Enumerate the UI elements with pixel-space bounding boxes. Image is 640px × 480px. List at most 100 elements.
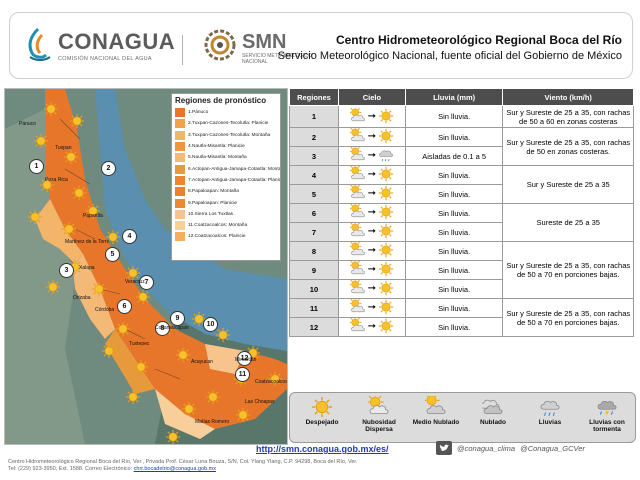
drizzle-icon <box>378 147 394 165</box>
wind-cell: Sur y Sureste de 25 a 35, con rachas de … <box>502 105 634 128</box>
region-cell: 7 <box>289 222 339 242</box>
legend-label: 2.Tuxpan-Cazones-Tecolutla: Planicie <box>188 121 269 127</box>
twitter-handle-clima[interactable]: @conagua_clima <box>457 443 516 453</box>
header-card: CONAGUA COMISIÓN NACIONAL DEL AGUA SMN S… <box>9 12 633 79</box>
region-marker[interactable]: 3 <box>59 263 74 278</box>
rain-icon <box>522 396 578 418</box>
forecast-table-body: 1 ➞ Sin lluvia. Sur y Sureste de 25 a 35, … <box>289 105 634 337</box>
table-row: 2 ➞ Sin lluvia. Sur y Sureste de 25 a 35, … <box>289 126 634 166</box>
legend-swatch <box>175 198 185 208</box>
page-subtitle: Servicio Meteorológico Nacional, fuente … <box>277 50 622 62</box>
page-title: Centro Hidrometeorológico Regional Boca … <box>335 33 622 47</box>
region-cell: 10 <box>289 279 339 299</box>
sky-cell: ➞ <box>337 105 406 128</box>
region-marker[interactable]: 2 <box>101 161 116 176</box>
region-cell: 9 <box>289 260 339 280</box>
sun-icon <box>115 321 131 337</box>
region-marker[interactable]: 10 <box>203 317 218 332</box>
region-marker[interactable]: 6 <box>117 299 132 314</box>
sky-cell: ➞ <box>337 126 406 147</box>
region-marker[interactable]: 1 <box>29 159 44 174</box>
legend-label: 6.Actopan-Antigua-Jamapa-Cotaxtla: Monta… <box>188 166 280 172</box>
region-cell: 8 <box>289 241 339 261</box>
legend-label: 7.Actopan-Antigua-Jamapa-Cotaxtla: Plani… <box>188 177 280 183</box>
region-marker[interactable]: 11 <box>235 367 250 382</box>
sky-legend-label: Medio Nublado <box>412 419 460 426</box>
forecast-map[interactable]: Regiones de pronóstico 1.Pánuco 2.Tuxpan-… <box>4 88 288 445</box>
place-label: Matías Romero <box>195 419 230 425</box>
table-row: 11 ➞ Sin lluvia. Sur y Sureste de 25 a 35,… <box>289 297 634 337</box>
region-cell: 2 <box>289 127 339 147</box>
arrow-icon: ➞ <box>367 150 377 161</box>
sky-legend-label: Despejado <box>305 419 339 426</box>
region-marker[interactable]: 9 <box>170 311 185 326</box>
sunny-icon <box>378 128 394 146</box>
rain-cell: Sin lluvia. <box>404 260 504 280</box>
sun-icon <box>101 343 117 359</box>
conagua-subtitle: COMISIÓN NACIONAL DEL AGUA <box>58 56 152 62</box>
table-row: 4 ➞ Sin lluvia. Sur y Sureste de 25 a 35 <box>289 164 634 204</box>
smn-logo[interactable]: SMN SERVICIO METEOROLÓGICO NACIONAL <box>202 27 312 71</box>
sun-icon <box>181 401 197 417</box>
smn-name: SMN <box>242 31 287 53</box>
place-label: Pánuco <box>19 121 36 127</box>
sky-legend-item: Lluvias con tormenta <box>579 396 635 433</box>
legend-label: 3.Tuxpan-Cazones-Tecolutla: Montaña <box>188 132 271 138</box>
sun-icon <box>125 265 141 281</box>
sun-icon <box>27 209 43 225</box>
place-label: Martínez de la Torre <box>65 239 110 245</box>
legend-swatch <box>175 175 185 185</box>
region-marker[interactable]: 12 <box>237 351 252 366</box>
region-cell: 5 <box>289 184 339 204</box>
arrow-icon: ➞ <box>367 131 377 142</box>
sun-icon <box>205 389 221 405</box>
conagua-logo[interactable]: CONAGUA COMISIÓN NACIONAL DEL AGUA <box>24 27 184 67</box>
legend-swatch <box>175 209 185 219</box>
region-marker[interactable]: 5 <box>105 247 120 262</box>
legend-label: 12.Coatzacoalcos: Planicie <box>188 234 246 240</box>
region-marker[interactable]: 8 <box>155 321 170 336</box>
address-line-1: Centro Hidrometeorológico Regional Boca … <box>8 459 358 465</box>
table-row: 7 ➞ Sin lluvia. <box>289 221 634 242</box>
email-link[interactable]: chrr.bocadelrio@conagua.gob.mx <box>133 466 216 472</box>
sky-cell: ➞ <box>337 221 406 242</box>
arrow-icon: ➞ <box>367 226 377 237</box>
header-lluvia: Lluvia (mm) <box>404 88 504 106</box>
sky-cell: ➞ <box>337 183 406 204</box>
arrow-icon: ➞ <box>367 188 377 199</box>
legend-item: 1.Pánuco <box>172 107 280 118</box>
legend-title: Regiones de pronóstico <box>175 96 267 105</box>
rain-cell: Aisladas de 0.1 a 5 <box>404 146 504 166</box>
arrow-icon: ➞ <box>367 283 377 294</box>
sun-icon <box>69 113 85 129</box>
header-viento: Viento (km/h) <box>502 88 634 106</box>
sun-icon <box>85 203 101 219</box>
table-row: 6 ➞ Sin lluvia. Sureste de 25 a 35 <box>289 202 634 242</box>
legend-item: 2.Tuxpan-Cazones-Tecolutla: Planicie <box>172 118 280 129</box>
sky-cell: ➞ <box>337 202 406 223</box>
sky-legend-item: Nubosidad Dispersa <box>351 396 407 433</box>
address-phone: Tel: (229) 923-3950, Ext. 1588. Correo E… <box>8 466 134 472</box>
legend-swatch <box>175 221 185 231</box>
table-header-row: Regiones Cielo Lluvia (mm) Viento (km/h) <box>289 88 634 106</box>
region-marker[interactable]: 4 <box>122 229 137 244</box>
legend-label: 11.Coatzacoalcos: Montaña <box>188 223 248 229</box>
rain-cell: Sin lluvia. <box>404 127 504 147</box>
mostly-cloudy-icon <box>408 396 464 418</box>
rain-cell: Sin lluvia. <box>404 203 504 223</box>
legend-item: 7.Actopan-Antigua-Jamapa-Cotaxtla: Plani… <box>172 175 280 186</box>
twitter-icon[interactable] <box>436 441 452 455</box>
legend-label: 9.Papaloapan: Planicie <box>188 200 238 206</box>
rain-cell: Sin lluvia. <box>404 184 504 204</box>
legend-label: 4.Nautla-Misantla: Planicie <box>188 144 245 150</box>
twitter-handle-ver[interactable]: @Conagua_GCVer <box>520 443 585 453</box>
region-marker[interactable]: 7 <box>139 275 154 290</box>
smn-link[interactable]: http://smn.conagua.gob.mx/es/ <box>256 444 389 454</box>
place-label: Orizaba <box>73 295 91 301</box>
sun-icon <box>105 229 121 245</box>
sunny-icon <box>294 396 350 418</box>
sky-cell: ➞ <box>337 316 406 337</box>
sun-icon <box>215 327 231 343</box>
legend-item: 5.Nautla-Misantla: Montaña <box>172 152 280 163</box>
place-label: Coatzacoalcos <box>255 379 288 385</box>
